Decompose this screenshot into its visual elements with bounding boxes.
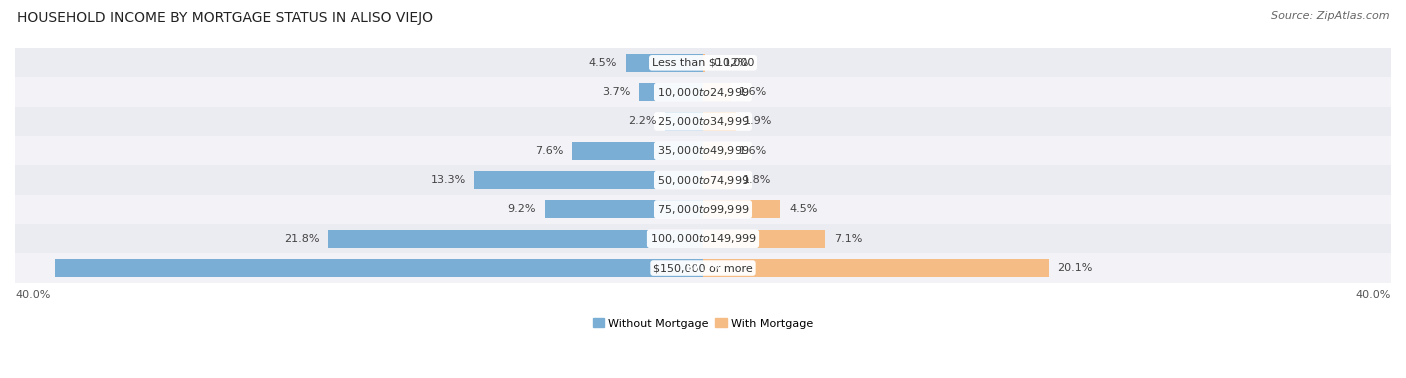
- Text: $100,000 to $149,999: $100,000 to $149,999: [650, 232, 756, 245]
- Bar: [665, 112, 703, 130]
- Bar: [0, 195, 1406, 224]
- Text: 13.3%: 13.3%: [430, 175, 465, 185]
- Text: 40.0%: 40.0%: [1355, 290, 1391, 300]
- Bar: [703, 112, 735, 130]
- Text: $75,000 to $99,999: $75,000 to $99,999: [657, 203, 749, 216]
- Bar: [703, 200, 780, 218]
- Text: 3.7%: 3.7%: [602, 87, 631, 97]
- Text: 40.0%: 40.0%: [15, 290, 51, 300]
- Text: $35,000 to $49,999: $35,000 to $49,999: [657, 144, 749, 157]
- Bar: [0, 107, 1406, 136]
- Legend: Without Mortgage, With Mortgage: Without Mortgage, With Mortgage: [588, 314, 818, 333]
- Text: $50,000 to $74,999: $50,000 to $74,999: [657, 174, 749, 187]
- Bar: [55, 259, 703, 277]
- Text: 37.7%: 37.7%: [686, 263, 724, 273]
- Bar: [703, 259, 1049, 277]
- Bar: [328, 229, 703, 248]
- Bar: [626, 54, 703, 72]
- Text: 7.6%: 7.6%: [536, 146, 564, 156]
- Text: 4.5%: 4.5%: [589, 58, 617, 68]
- Text: 1.6%: 1.6%: [740, 87, 768, 97]
- Bar: [703, 54, 704, 72]
- Bar: [0, 136, 1406, 166]
- Bar: [474, 171, 703, 189]
- Text: 1.6%: 1.6%: [740, 146, 768, 156]
- Text: HOUSEHOLD INCOME BY MORTGAGE STATUS IN ALISO VIEJO: HOUSEHOLD INCOME BY MORTGAGE STATUS IN A…: [17, 11, 433, 25]
- Bar: [703, 83, 731, 101]
- Text: 1.8%: 1.8%: [742, 175, 770, 185]
- Text: $10,000 to $24,999: $10,000 to $24,999: [657, 86, 749, 99]
- Text: 21.8%: 21.8%: [284, 234, 319, 244]
- Text: 1.9%: 1.9%: [744, 116, 773, 127]
- Text: $150,000 or more: $150,000 or more: [654, 263, 752, 273]
- Bar: [0, 224, 1406, 253]
- Bar: [544, 200, 703, 218]
- Text: 0.12%: 0.12%: [714, 58, 749, 68]
- Bar: [572, 142, 703, 160]
- Bar: [703, 142, 731, 160]
- Text: 20.1%: 20.1%: [1057, 263, 1092, 273]
- Bar: [0, 253, 1406, 283]
- Bar: [0, 166, 1406, 195]
- Text: 7.1%: 7.1%: [834, 234, 862, 244]
- Bar: [0, 48, 1406, 77]
- Text: 2.2%: 2.2%: [628, 116, 657, 127]
- Bar: [703, 229, 825, 248]
- Text: 9.2%: 9.2%: [508, 204, 536, 214]
- Text: Less than $10,000: Less than $10,000: [652, 58, 754, 68]
- Text: Source: ZipAtlas.com: Source: ZipAtlas.com: [1271, 11, 1389, 21]
- Bar: [640, 83, 703, 101]
- Bar: [703, 171, 734, 189]
- Text: $25,000 to $34,999: $25,000 to $34,999: [657, 115, 749, 128]
- Bar: [0, 77, 1406, 107]
- Text: 4.5%: 4.5%: [789, 204, 817, 214]
